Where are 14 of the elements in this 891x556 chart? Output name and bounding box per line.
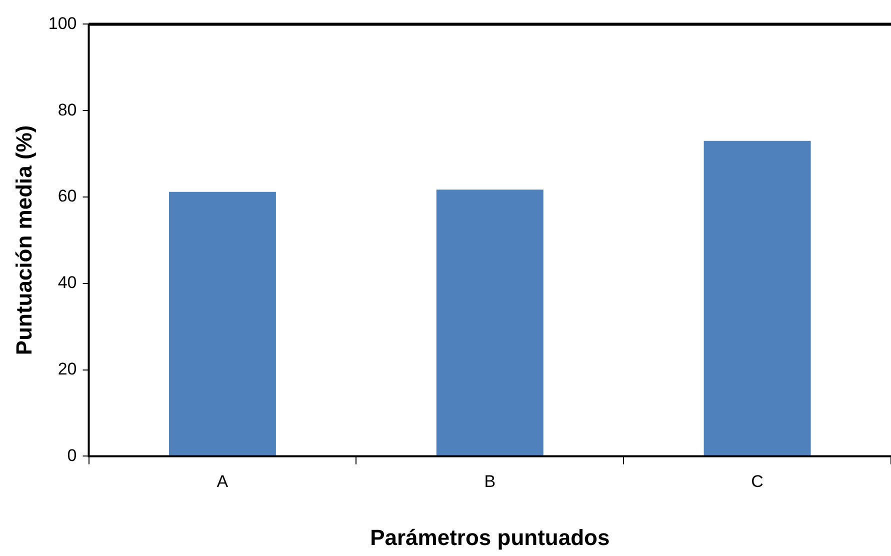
y-tick-label: 0 [67,446,77,465]
bar [436,190,544,456]
x-tick-label: C [751,472,764,492]
y-tick-label: 100 [48,14,77,33]
y-tick-label: 40 [58,273,77,292]
y-axis-title: Puntuación media (%) [11,125,36,356]
x-tick-label: A [216,472,229,492]
x-axis-title: Parámetros puntuados [370,524,610,550]
bar [168,192,276,456]
y-tick-label: 80 [58,100,77,120]
bar [704,140,811,456]
x-tick-label: B [484,472,496,492]
y-tick-label: 60 [58,186,77,206]
y-tick-label: 20 [58,359,77,378]
